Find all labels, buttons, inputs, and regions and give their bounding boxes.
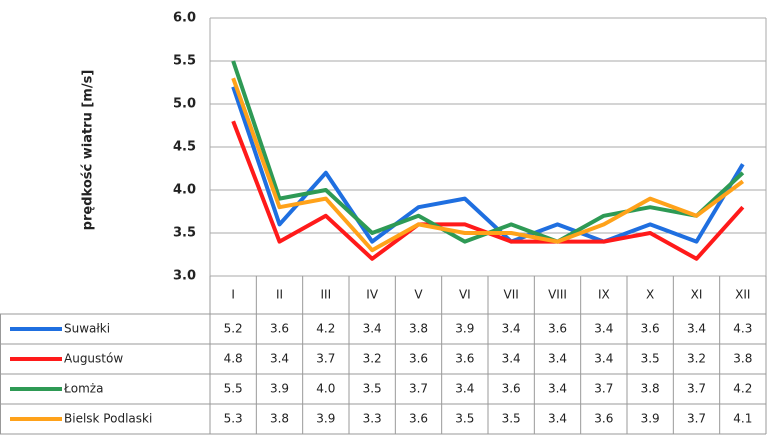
x-tick-label: III <box>321 288 332 302</box>
y-tick-label: 5.5 <box>173 54 196 69</box>
table-value: 3.7 <box>409 382 428 396</box>
table-value: 3.4 <box>548 352 567 366</box>
table-value: 4.2 <box>733 382 752 396</box>
series-line <box>231 60 745 244</box>
table-value: 3.6 <box>409 412 428 426</box>
legend-label: Łomża <box>63 382 103 396</box>
table-value: 3.4 <box>502 322 521 336</box>
x-tick-label: XI <box>691 288 703 302</box>
table-value: 3.6 <box>455 352 474 366</box>
legend-label: Suwałki <box>64 322 110 336</box>
table-value: 3.6 <box>548 322 567 336</box>
table-value: 3.9 <box>455 322 474 336</box>
table-value: 3.6 <box>641 322 660 336</box>
table-value: 3.2 <box>687 352 706 366</box>
y-tick-label: 6.0 <box>173 11 196 26</box>
table-value: 3.8 <box>270 412 289 426</box>
x-tick-label: VIII <box>548 288 567 302</box>
table-value: 3.4 <box>548 382 567 396</box>
table-value: 3.4 <box>594 322 613 336</box>
legend-label: Augustów <box>64 352 123 366</box>
x-tick-label: II <box>276 288 283 302</box>
table-value: 3.7 <box>687 382 706 396</box>
x-tick-label: VII <box>504 288 519 302</box>
table-value: 5.3 <box>224 412 243 426</box>
table-value: 3.6 <box>502 382 521 396</box>
table-value: 3.5 <box>641 352 660 366</box>
table-value: 3.7 <box>594 382 613 396</box>
y-tick-label: 4.5 <box>173 140 196 155</box>
table-value: 3.5 <box>363 382 382 396</box>
x-tick-label: IX <box>598 288 610 302</box>
y-tick-label: 5.0 <box>173 97 196 112</box>
x-tick-label: VI <box>459 288 471 302</box>
table-value: 3.8 <box>409 322 428 336</box>
table-value: 3.3 <box>363 412 382 426</box>
table-value: 4.3 <box>733 322 752 336</box>
x-tick-label: X <box>646 288 654 302</box>
table-value: 3.9 <box>270 382 289 396</box>
table-value: 3.4 <box>548 412 567 426</box>
x-tick-label: IV <box>366 288 379 302</box>
table-value: 3.6 <box>409 352 428 366</box>
table-value: 3.2 <box>363 352 382 366</box>
x-tick-label: V <box>414 288 423 302</box>
table-value: 4.1 <box>733 412 752 426</box>
table-value: 3.4 <box>502 352 521 366</box>
table-value: 4.0 <box>316 382 335 396</box>
series-line <box>231 77 745 253</box>
table-value: 3.6 <box>270 322 289 336</box>
legend-label: Bielsk Podlaski <box>64 412 152 426</box>
table-value: 3.9 <box>316 412 335 426</box>
table-value: 3.6 <box>594 412 613 426</box>
table-value: 5.5 <box>224 382 243 396</box>
series-line <box>231 86 745 244</box>
y-tick-label: 3.0 <box>173 269 196 284</box>
x-tick-label: XII <box>735 288 750 302</box>
table-value: 3.8 <box>733 352 752 366</box>
x-tick-label: I <box>231 288 235 302</box>
table-value: 3.4 <box>687 322 706 336</box>
table-value: 3.4 <box>270 352 289 366</box>
table-value: 5.2 <box>224 322 243 336</box>
table-value: 3.4 <box>455 382 474 396</box>
table-value: 3.5 <box>502 412 521 426</box>
table-value: 4.8 <box>224 352 243 366</box>
table-value: 3.5 <box>455 412 474 426</box>
table-value: 3.9 <box>641 412 660 426</box>
y-axis-label: prędkość wiatru [m/s] <box>81 70 96 231</box>
y-tick-label: 3.5 <box>173 226 196 241</box>
table-value: 3.7 <box>687 412 706 426</box>
table-value: 3.4 <box>594 352 613 366</box>
table-value: 3.8 <box>641 382 660 396</box>
table-value: 3.7 <box>316 352 335 366</box>
table-value: 3.4 <box>363 322 382 336</box>
table-value: 4.2 <box>316 322 335 336</box>
y-tick-label: 4.0 <box>173 183 196 198</box>
